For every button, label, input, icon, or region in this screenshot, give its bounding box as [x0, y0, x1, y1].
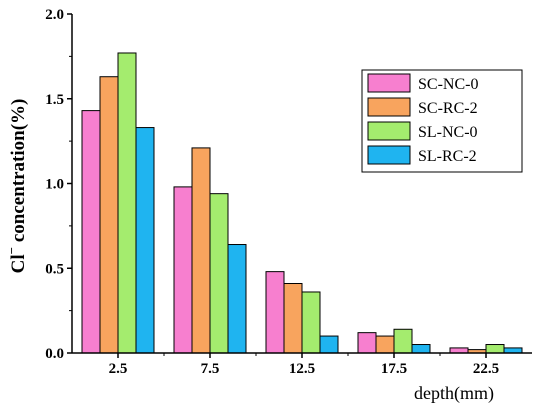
bar-SC-RC-2-2.5 [99, 76, 119, 354]
legend: SC-NC-0 SC-RC-2 SL-NC-0 SL-RC-2 [361, 69, 523, 173]
legend-label-SC-RC-2: SC-RC-2 [418, 100, 478, 117]
y-tick-label: 2.0 [45, 7, 64, 23]
x-axis-title: depth(mm) [414, 383, 494, 404]
y-tick-label: 1.5 [45, 92, 64, 108]
y-tick-label: 0.5 [45, 261, 64, 277]
y-axis-title-superscript: − [4, 247, 19, 254]
bar-SL-NC-0-17.5 [393, 328, 413, 354]
bar-SL-RC-2-12.5 [319, 335, 339, 354]
legend-label-SL-NC-0: SL-NC-0 [418, 124, 478, 141]
bar-SL-NC-0-7.5 [209, 193, 229, 354]
x-ticks-group: 2.5 7.5 12.5 17.5 22.5 [109, 353, 499, 377]
bar-SC-NC-0-7.5 [173, 186, 193, 354]
bar-SC-NC-0-17.5 [357, 332, 377, 354]
y-axis-title: Cl− concentration(%) [4, 99, 29, 274]
bars-group [81, 52, 523, 354]
bar-SL-RC-2-7.5 [227, 244, 247, 354]
legend-swatch-SC-NC-0 [367, 73, 411, 93]
y-axis-title-rest: concentration(%) [8, 99, 29, 247]
x-tick-label: 2.5 [109, 361, 128, 377]
y-ticks-group: 0.0 0.5 1.0 1.5 2.0 [45, 7, 72, 362]
legend-label-SL-RC-2: SL-RC-2 [418, 148, 477, 165]
bar-SC-RC-2-17.5 [375, 335, 395, 354]
y-axis-title-symbol: Cl [8, 254, 29, 273]
x-tick-label: 17.5 [381, 361, 407, 377]
bar-SL-NC-0-2.5 [117, 52, 137, 354]
bar-SL-NC-0-12.5 [301, 291, 321, 354]
y-tick-label: 1.0 [45, 177, 64, 193]
bar-SC-NC-0-22.5 [449, 347, 469, 354]
y-tick-label: 0.0 [45, 346, 64, 362]
bar-SC-RC-2-12.5 [283, 283, 303, 354]
legend-swatch-SL-NC-0 [367, 121, 411, 141]
x-tick-label: 7.5 [201, 361, 220, 377]
bar-SL-RC-2-22.5 [503, 347, 523, 354]
legend-swatch-SC-RC-2 [367, 97, 411, 117]
bar-SL-RC-2-2.5 [135, 127, 155, 354]
bar-SL-RC-2-17.5 [411, 344, 431, 354]
legend-label-SC-NC-0: SC-NC-0 [418, 76, 478, 93]
legend-swatch-SL-RC-2 [367, 145, 411, 165]
bar-SL-NC-0-22.5 [485, 344, 505, 354]
bar-SC-NC-0-12.5 [265, 271, 285, 354]
bar-SC-RC-2-7.5 [191, 147, 211, 354]
x-tick-label: 22.5 [473, 361, 499, 377]
bar-SC-NC-0-2.5 [81, 110, 101, 354]
x-tick-label: 12.5 [289, 361, 315, 377]
